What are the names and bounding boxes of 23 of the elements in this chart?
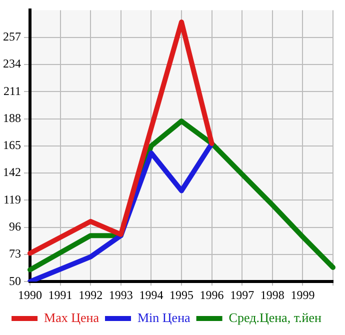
x-tick-label: 1991 [48,288,72,302]
x-tick-label: 1994 [139,288,164,302]
legend-label: Сред.Цена, т.йен [228,310,322,325]
x-tick-label: 1998 [260,288,284,302]
x-tick-label: 1993 [108,288,133,302]
y-tick-label: 234 [3,56,21,71]
legend-label: Min Цена [138,310,191,325]
x-tick-label: 1999 [290,288,315,302]
y-tick-label: 257 [3,29,21,44]
x-tick-label: 1996 [200,288,224,302]
y-tick-label: 50 [9,274,21,288]
x-tick-label: 1995 [170,288,194,302]
y-tick-label: 165 [3,138,21,152]
legend-label: Max Цена [44,310,100,325]
y-tick-label: 211 [3,84,21,98]
y-tick-label: 188 [3,110,21,125]
y-tick-label: 119 [3,192,21,206]
y-tick-label: 142 [3,165,21,180]
x-tick-label: 1992 [78,288,103,302]
y-tick-label: 73 [9,246,21,261]
y-tick-label: 96 [9,219,21,234]
x-tick-label: 1990 [18,288,42,302]
x-tick-label: 1997 [230,288,254,302]
